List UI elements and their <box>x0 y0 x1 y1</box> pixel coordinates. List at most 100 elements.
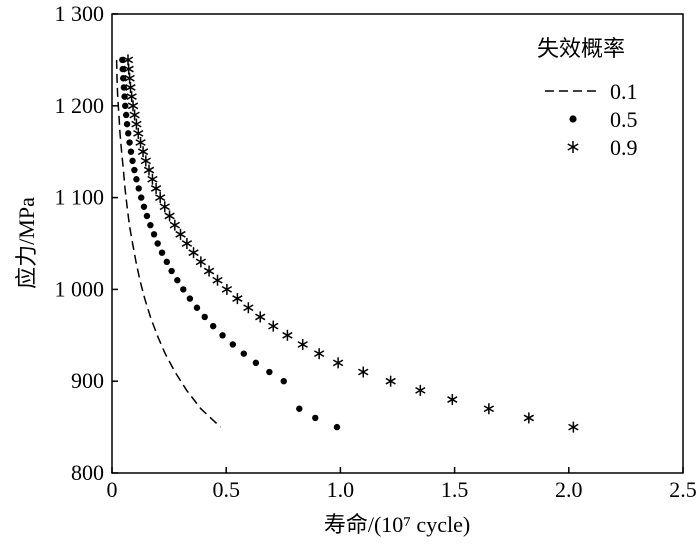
data-point <box>155 192 166 204</box>
legend-swatch <box>569 115 577 123</box>
data-point <box>120 84 128 91</box>
data-point <box>255 311 266 323</box>
data-point <box>150 231 158 238</box>
data-point <box>143 212 151 220</box>
y-tick-label: 1 300 <box>55 1 105 26</box>
data-point <box>119 75 127 82</box>
data-point <box>129 157 136 165</box>
y-tick-label: 800 <box>71 460 104 485</box>
data-point <box>159 201 170 213</box>
data-point <box>154 240 161 247</box>
data-point <box>129 109 140 121</box>
data-point <box>568 421 579 433</box>
data-point <box>181 238 193 249</box>
y-tick-label: 1 100 <box>55 185 105 210</box>
data-point <box>127 148 135 155</box>
legend-label: 0.5 <box>610 107 638 132</box>
data-point <box>123 120 131 128</box>
data-point <box>135 137 146 149</box>
data-point <box>174 277 181 284</box>
data-point <box>169 219 180 231</box>
data-point <box>168 267 175 275</box>
data-point <box>180 286 187 293</box>
data-point <box>195 256 207 268</box>
data-point <box>201 313 208 321</box>
legend-label: 0.1 <box>610 79 638 104</box>
data-point <box>333 423 341 431</box>
data-point <box>297 338 308 350</box>
x-tick-label: 1.0 <box>327 477 355 502</box>
data-point <box>147 173 158 185</box>
data-point <box>137 146 149 158</box>
series-line <box>115 59 222 428</box>
data-point <box>150 182 162 194</box>
data-point <box>193 304 201 311</box>
data-point <box>280 378 287 385</box>
data-point <box>163 258 171 266</box>
data-point <box>131 118 142 130</box>
legend-item: 0.1 <box>545 79 638 104</box>
y-tick-label: 900 <box>71 368 104 393</box>
data-point <box>127 100 139 112</box>
data-point <box>312 414 319 422</box>
data-point <box>140 155 151 167</box>
data-point <box>212 274 223 286</box>
data-point <box>188 247 199 259</box>
data-point <box>385 375 396 387</box>
data-point <box>209 322 217 330</box>
x-tick-label: 2.5 <box>669 477 697 502</box>
data-point <box>133 127 144 139</box>
data-point <box>135 185 142 192</box>
data-point <box>131 166 138 174</box>
data-point <box>126 139 133 146</box>
data-point <box>126 91 137 103</box>
legend-title: 失效概率 <box>537 36 625 61</box>
data-point <box>266 368 273 376</box>
data-point <box>232 293 243 305</box>
x-tick-label: 0 <box>107 477 118 502</box>
data-point <box>175 228 186 240</box>
data-point <box>122 111 130 119</box>
data-point <box>282 329 293 341</box>
data-point <box>158 249 166 256</box>
data-point <box>143 164 155 176</box>
data-point <box>138 194 145 201</box>
data-point <box>122 54 134 66</box>
y-tick-label: 1 200 <box>55 93 105 118</box>
legend-swatch <box>567 141 579 153</box>
data-point <box>240 350 247 357</box>
data-point <box>122 102 129 110</box>
data-point <box>203 265 215 277</box>
plot-marks <box>115 54 579 433</box>
axes: 0 0.5 1.0 1.5 2.0 2.5 800 900 1 000 1 100 1 200 1 3… <box>55 1 697 502</box>
x-axis-title: 寿命/(10⁷ cycle) <box>324 512 470 537</box>
legend-label: 0.9 <box>610 135 638 160</box>
data-point <box>123 63 134 75</box>
data-point <box>447 394 458 406</box>
data-point <box>358 366 369 378</box>
legend-item: 0.9 <box>567 135 638 160</box>
plot-frame <box>111 13 684 474</box>
data-point <box>252 359 260 367</box>
data-point <box>219 332 226 339</box>
data-point <box>314 348 325 360</box>
data-point <box>268 320 279 332</box>
data-point <box>119 65 126 73</box>
data-point <box>125 81 136 93</box>
series-0-9 <box>122 54 579 433</box>
y-axis-title: 应力/MPa <box>14 197 39 289</box>
data-point <box>221 283 233 295</box>
data-point <box>296 405 303 412</box>
y-tick-label: 1 000 <box>55 276 105 301</box>
data-point <box>483 403 495 415</box>
series-0-1 <box>115 59 222 428</box>
data-point <box>415 384 426 396</box>
data-point <box>133 176 140 183</box>
data-point <box>125 130 132 137</box>
data-point <box>186 295 194 302</box>
series-0-5 <box>119 56 341 431</box>
data-point <box>243 302 254 314</box>
x-tick-label: 2.0 <box>555 477 583 502</box>
legend: 失效概率 0.1 0.5 0.9 <box>537 36 638 160</box>
